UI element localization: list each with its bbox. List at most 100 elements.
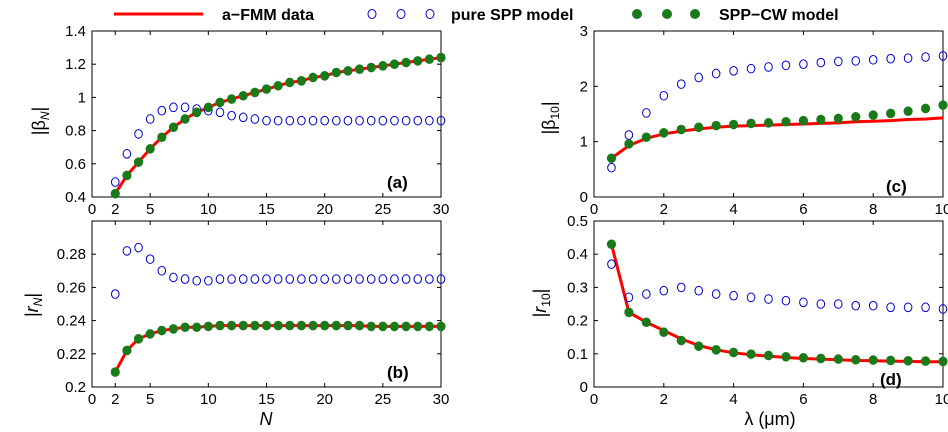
panel-d-cw-point bbox=[851, 354, 861, 365]
panel-b-pure-point bbox=[192, 275, 201, 286]
panel-d-xtick-label: 2 bbox=[660, 391, 668, 408]
panel-c-cw-point bbox=[659, 128, 669, 138]
panel-b-pure-point bbox=[332, 274, 341, 284]
panel-a-cw-point bbox=[343, 66, 353, 76]
panel-b-cw-point bbox=[354, 320, 365, 331]
panel-b-cw-point bbox=[227, 320, 237, 331]
panel-a-pure-point bbox=[238, 112, 248, 123]
panel-c: 0 2 4 6 8 10 0 1 2 3 (c) |β10| bbox=[539, 23, 948, 218]
panel-d-cw-point bbox=[624, 307, 634, 318]
panel-b-xtick-label: 30 bbox=[433, 391, 450, 408]
panel-d-cw-point bbox=[763, 350, 774, 361]
panel-a-xtick-label: 2 bbox=[111, 201, 119, 218]
panel-d-cw-point bbox=[833, 354, 843, 364]
panel-b-pure-point bbox=[122, 246, 132, 256]
panel-d-cw-point bbox=[606, 239, 617, 250]
panel-b-pure-point bbox=[436, 274, 446, 284]
panel-b: 0 2 5 10 15 20 25 300.20.220.240.260.28 (b) |rN… bbox=[22, 220, 450, 429]
panel-a-pure-point bbox=[425, 115, 434, 126]
panel-d-pure-point bbox=[903, 302, 913, 313]
panel-a-label: (a) bbox=[387, 173, 408, 192]
panel-c-pure-point bbox=[729, 66, 738, 76]
panel-a-pure-point bbox=[343, 115, 353, 126]
panel-b-ytick-label: 0.26 bbox=[57, 279, 86, 296]
panel-a-cw-point bbox=[192, 107, 202, 118]
panel-d-marks bbox=[606, 239, 948, 367]
panel-a-cw-point bbox=[238, 90, 248, 101]
panel-d-ticks: 0 2 4 6 8 10 0 0.1 0.2 0.3 0.4 0.5 bbox=[567, 213, 948, 408]
panel-d-xtick-label: 8 bbox=[869, 391, 877, 408]
panel-a-xtick-label: 10 bbox=[200, 201, 217, 218]
panel-d-cw-point bbox=[816, 353, 826, 364]
panel-b-cw-point bbox=[192, 322, 202, 333]
panel-a-pure-point bbox=[366, 115, 376, 126]
panel-c-cw-point bbox=[763, 118, 774, 128]
panel-a-xtick-label: 25 bbox=[374, 201, 391, 218]
panel-d-pure-point bbox=[938, 304, 948, 314]
panel-a-pure-point bbox=[157, 105, 167, 116]
panel-d-pure-point bbox=[711, 289, 721, 299]
panel-c-cw-point bbox=[920, 103, 931, 114]
panel-a-ytick-label: 0.6 bbox=[65, 156, 86, 173]
panel-d-pure-point bbox=[624, 292, 634, 303]
panel-d-xtick-label: 4 bbox=[729, 391, 737, 408]
panel-d-xtick-label: 6 bbox=[799, 391, 807, 408]
panel-a-cw-point bbox=[157, 132, 167, 143]
panel-b-pure-point bbox=[110, 289, 120, 299]
panel-b-pure-point bbox=[355, 274, 364, 284]
panel-c-pure-point bbox=[642, 108, 651, 118]
panel-c-pure-point bbox=[868, 54, 878, 65]
panel-a-ytick-label: 1 bbox=[78, 89, 86, 106]
panel-a-pure-point bbox=[180, 102, 190, 113]
panel-d-cw-point bbox=[676, 335, 686, 346]
panel-b-cw-point bbox=[296, 320, 306, 331]
panel-d-pure-point bbox=[642, 289, 651, 299]
panel-b-xtick-label: 2 bbox=[111, 391, 119, 408]
panel-a-cw-point bbox=[366, 62, 376, 73]
panel-d-cw-point bbox=[641, 317, 651, 328]
panel-a-cw-point bbox=[227, 94, 237, 104]
panel-d-cw-point bbox=[694, 341, 704, 351]
panel-a-pure-point bbox=[355, 115, 364, 126]
panel-d-pure-point bbox=[851, 300, 861, 311]
panel-a-cw-point bbox=[413, 56, 423, 66]
panel-c-pure-point bbox=[903, 53, 913, 63]
panel-b-pure-point bbox=[204, 275, 213, 286]
panel-a-ytick-label: 1.4 bbox=[65, 23, 86, 40]
panel-c-pure-point bbox=[746, 63, 756, 74]
panel-d-cw-point bbox=[659, 327, 669, 338]
panel-c-cw-point bbox=[781, 116, 791, 127]
panel-b-pure-point bbox=[134, 242, 143, 253]
panel-c-pure-point bbox=[851, 56, 861, 66]
panel-c-cw-point bbox=[624, 139, 634, 149]
panel-b-cw-point bbox=[285, 320, 295, 331]
panel-b-xtick-label: 5 bbox=[146, 391, 154, 408]
panel-b-pure-point bbox=[378, 274, 388, 284]
panel-d-cw-point bbox=[781, 351, 791, 362]
panel-d-pure-point bbox=[676, 282, 686, 293]
panel-c-ytick-label: 3 bbox=[580, 23, 588, 40]
panel-d-ytick-label: 0.3 bbox=[567, 279, 588, 296]
panel-b-cw-point bbox=[401, 321, 411, 332]
panel-b-pure-point bbox=[413, 274, 423, 284]
panel-c-cw-point bbox=[746, 118, 756, 129]
panel-c-pure-point bbox=[921, 52, 930, 62]
panel-b-pure-point bbox=[366, 274, 376, 284]
legend-cw-label: SPP−CW model bbox=[719, 7, 839, 24]
panel-b-cw-point bbox=[436, 321, 446, 332]
panel-c-fmm-line bbox=[610, 116, 944, 160]
panel-a-pure-point bbox=[273, 115, 283, 126]
panel-b-pure-point bbox=[308, 274, 318, 284]
panel-b-pure-point bbox=[401, 274, 411, 284]
panel-b-pure-point bbox=[227, 274, 236, 284]
panel-c-pure-point bbox=[781, 60, 791, 71]
panel-d-cw-point bbox=[886, 355, 896, 366]
panel-b-ytick-label: 0.2 bbox=[65, 379, 86, 396]
panel-d-cw-point bbox=[868, 355, 878, 365]
panel-a-xtick-label: 0 bbox=[88, 201, 96, 218]
panel-c-ylabel: |β10| bbox=[539, 101, 562, 134]
panel-a-pure-point bbox=[401, 115, 411, 126]
panel-c-ticks: 0 2 4 6 8 10 0 1 2 3 bbox=[580, 23, 948, 218]
panel-a-cw-point bbox=[331, 67, 341, 78]
panel-b-cw-point bbox=[331, 320, 341, 331]
